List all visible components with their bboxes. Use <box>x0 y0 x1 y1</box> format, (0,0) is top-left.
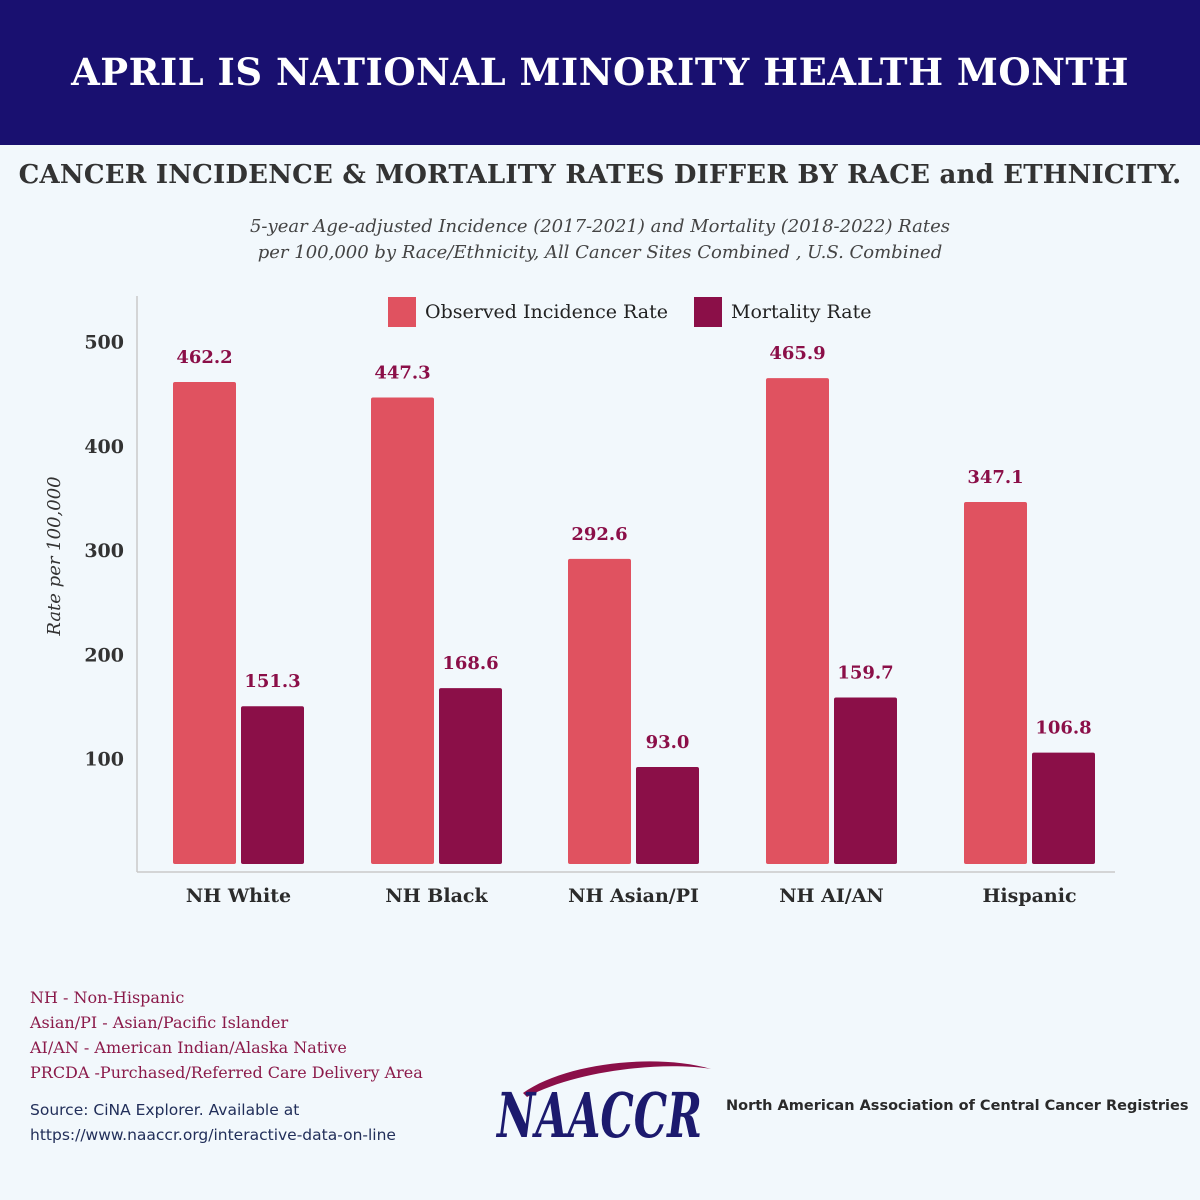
data-label: 465.9 <box>769 343 825 364</box>
bar <box>173 382 236 864</box>
banner-title: APRIL IS NATIONAL MINORITY HEALTH MONTH <box>71 49 1129 94</box>
bar <box>568 558 631 864</box>
bar <box>766 378 829 864</box>
data-label: 168.6 <box>442 653 498 674</box>
data-label: 151.3 <box>244 671 300 692</box>
bar <box>241 706 304 864</box>
header-banner: APRIL IS NATIONAL MINORITY HEALTH MONTH <box>0 0 1200 145</box>
naaccr-logo: NAACCR <box>496 1061 711 1152</box>
headline: CANCER INCIDENCE & MORTALITY RATES DIFFE… <box>18 160 1182 190</box>
bar-chart: 100 200 300 400 500 Rate per 100,000 Observed … <box>44 296 1115 907</box>
x-tick-label: Hispanic <box>982 885 1076 907</box>
source-line-1: Source: CiNA Explorer. Available at <box>30 1101 300 1119</box>
logo-swoosh <box>523 1061 711 1097</box>
chart-subtitle: 5-year Age-adjusted Incidence (2017-2021… <box>0 214 1200 266</box>
bar <box>1032 752 1095 864</box>
note-prcda: PRCDA -Purchased/Referred Care Delivery … <box>30 1063 423 1082</box>
logo-text: NAACCR <box>496 1079 702 1152</box>
y-tick-label: 500 <box>84 332 124 354</box>
subtitle-line-1: 5-year Age-adjusted Incidence (2017-2021… <box>249 216 951 237</box>
y-tick-label: 200 <box>84 644 124 666</box>
bar <box>439 688 502 864</box>
legend-label: Mortality Rate <box>731 301 871 323</box>
x-tick-label: NH AI/AN <box>779 885 884 907</box>
y-tick-label: 100 <box>84 749 124 771</box>
bar <box>636 767 699 864</box>
data-label: 447.3 <box>374 363 430 384</box>
organization-name: North American Association of Central Ca… <box>726 1098 1189 1114</box>
x-tick-label: NH Asian/PI <box>568 885 699 907</box>
bar <box>964 502 1027 864</box>
x-tick-label: NH White <box>186 885 291 907</box>
data-label: 347.1 <box>967 467 1023 488</box>
subtitle-line-2: per 100,000 by Race/Ethnicity, All Cance… <box>257 242 943 263</box>
data-label: 93.0 <box>646 732 690 753</box>
bar <box>371 397 434 864</box>
x-tick-label: NH Black <box>385 885 488 907</box>
data-label: 292.6 <box>571 524 627 545</box>
data-label: 159.7 <box>837 662 893 683</box>
legend-swatch <box>694 297 722 327</box>
y-tick-label: 400 <box>84 436 124 458</box>
legend-swatch <box>388 297 416 327</box>
legend-label: Observed Incidence Rate <box>425 301 668 323</box>
source-url[interactable]: https://www.naaccr.org/interactive-data-… <box>30 1126 396 1144</box>
y-axis-title: Rate per 100,000 <box>44 476 65 636</box>
source-citation: Source: CiNA Explorer. Available at http… <box>30 1098 396 1148</box>
y-tick-label: 300 <box>84 540 124 562</box>
abbreviation-notes: NH - Non-Hispanic Asian/PI - Asian/Pacif… <box>30 985 423 1085</box>
data-label: 106.8 <box>1035 718 1091 739</box>
note-nh: NH - Non-Hispanic <box>30 988 185 1007</box>
bar <box>834 697 897 864</box>
note-ai-an: AI/AN - American Indian/Alaska Native <box>30 1038 347 1057</box>
note-asian-pi: Asian/PI - Asian/Pacific Islander <box>30 1013 289 1032</box>
data-label: 462.2 <box>176 347 232 368</box>
